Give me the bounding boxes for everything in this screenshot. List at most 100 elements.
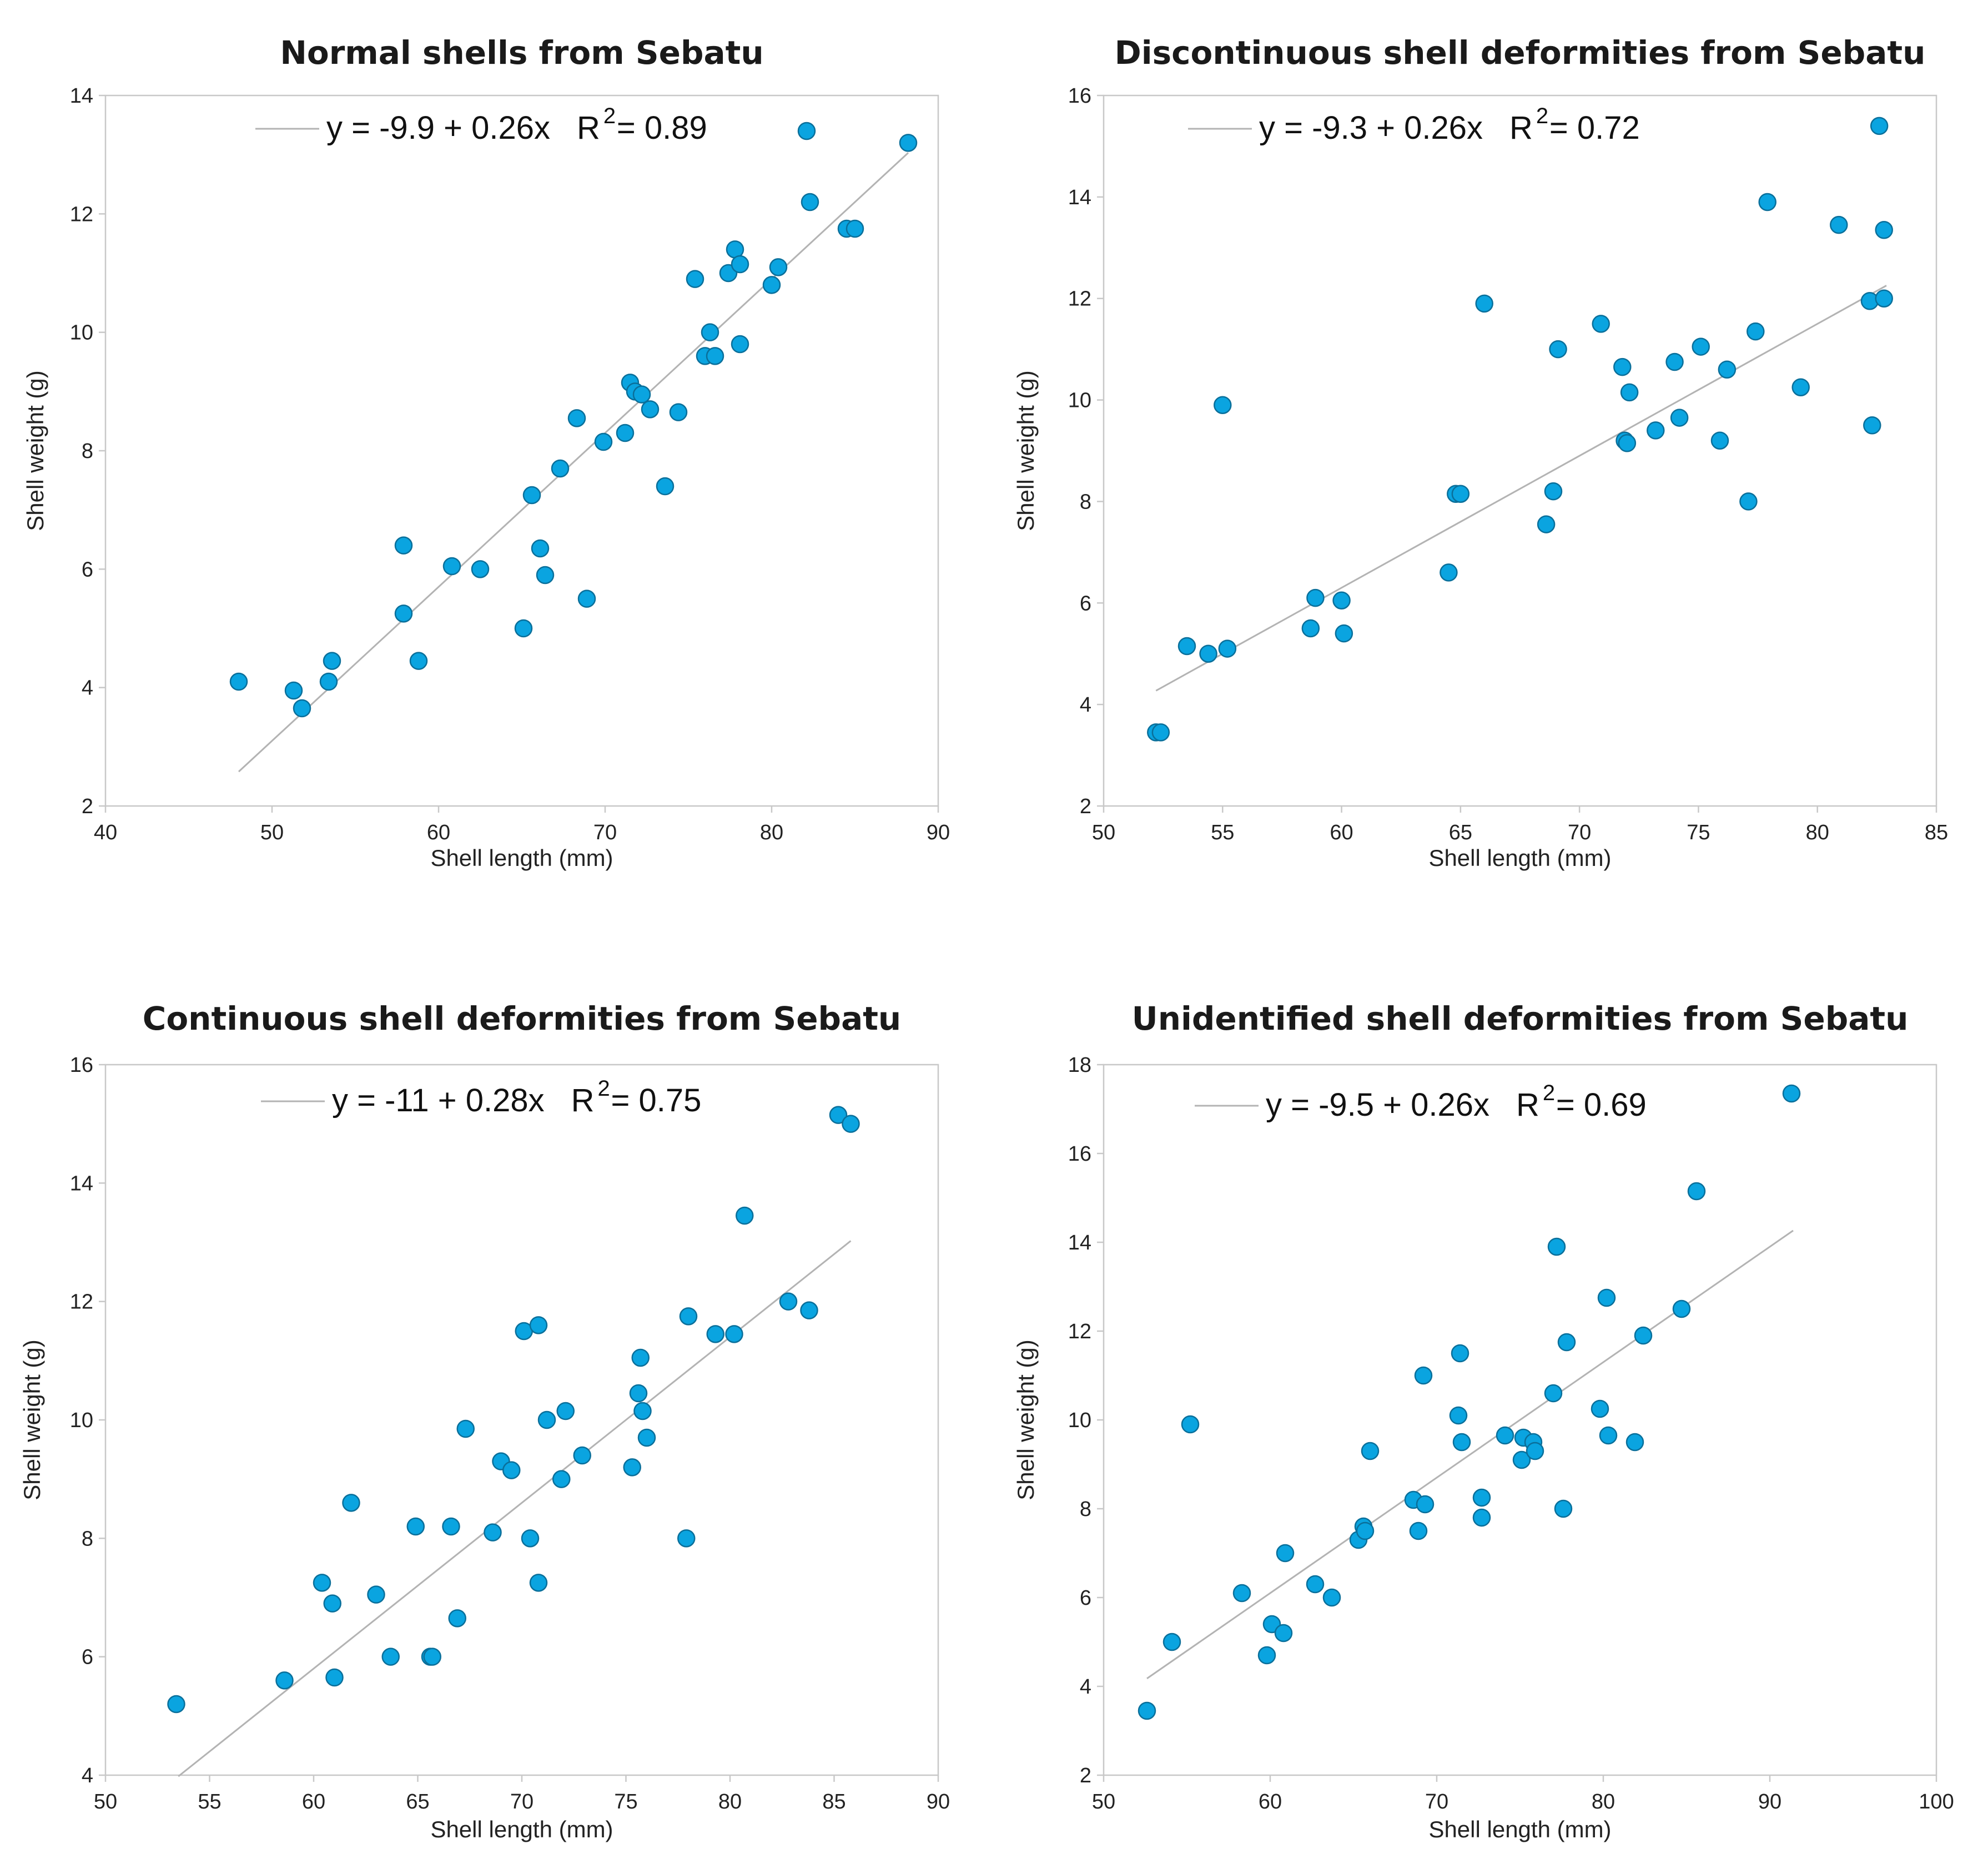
data-point bbox=[1452, 1433, 1471, 1452]
data-point bbox=[293, 699, 311, 718]
x-tick-label: 70 bbox=[1568, 821, 1591, 844]
x-tick-label: 80 bbox=[1806, 821, 1829, 844]
data-point bbox=[1472, 1488, 1491, 1507]
data-point bbox=[1199, 644, 1217, 663]
y-tick-label: 12 bbox=[70, 203, 93, 226]
data-point bbox=[1670, 409, 1689, 427]
data-point bbox=[1451, 1344, 1469, 1363]
data-point bbox=[829, 1106, 848, 1124]
data-point bbox=[536, 566, 555, 585]
data-point bbox=[442, 1517, 460, 1536]
data-point bbox=[1592, 315, 1610, 333]
data-point bbox=[1276, 1544, 1295, 1563]
data-point bbox=[594, 432, 613, 451]
data-point bbox=[1544, 1384, 1563, 1403]
y-tick-label: 14 bbox=[70, 1172, 93, 1195]
legend-equation: y = -9.3 + 0.26x bbox=[1259, 110, 1483, 146]
y-tick-label: 8 bbox=[82, 440, 93, 463]
data-point bbox=[552, 1470, 571, 1488]
data-point bbox=[1718, 360, 1737, 379]
y-tick-label: 12 bbox=[1068, 1320, 1091, 1343]
data-point bbox=[1618, 434, 1637, 452]
legend-r-value: = 0.75 bbox=[611, 1082, 702, 1119]
y-tick-label: 8 bbox=[82, 1527, 93, 1550]
data-point bbox=[1591, 1399, 1609, 1418]
legend-r-label: R bbox=[571, 1082, 595, 1119]
data-point bbox=[1475, 294, 1493, 313]
legend-r-superscript: 2 bbox=[598, 1076, 610, 1101]
data-point bbox=[521, 1529, 540, 1548]
legend-r-label: R bbox=[577, 110, 600, 146]
y-tick-label: 2 bbox=[1080, 1764, 1091, 1787]
x-tick-label: 75 bbox=[1687, 821, 1710, 844]
data-point bbox=[567, 409, 586, 427]
data-point bbox=[725, 1325, 743, 1343]
x-axis-label: Shell length (mm) bbox=[1428, 845, 1611, 871]
data-point bbox=[409, 652, 428, 670]
y-tick-label: 4 bbox=[82, 1764, 93, 1787]
data-point bbox=[1181, 1415, 1200, 1434]
data-point bbox=[1151, 723, 1170, 742]
x-axis-label: Shell length (mm) bbox=[1428, 1816, 1611, 1842]
data-point bbox=[1597, 1288, 1616, 1307]
data-point bbox=[1451, 485, 1470, 503]
data-point bbox=[801, 193, 819, 211]
y-tick-label: 14 bbox=[1068, 186, 1091, 209]
x-tick-label: 85 bbox=[822, 1790, 845, 1813]
x-tick-label: 70 bbox=[1425, 1790, 1448, 1813]
data-point bbox=[323, 652, 341, 670]
data-point bbox=[731, 255, 749, 274]
x-tick-label: 70 bbox=[510, 1790, 534, 1813]
x-tick-label: 50 bbox=[1092, 821, 1115, 844]
x-tick-label: 90 bbox=[927, 821, 950, 844]
data-point bbox=[319, 672, 338, 691]
data-point bbox=[1177, 637, 1196, 656]
data-point bbox=[1301, 619, 1320, 638]
data-point bbox=[631, 1348, 650, 1367]
data-point bbox=[1512, 1450, 1531, 1469]
y-tick-label: 6 bbox=[1080, 1586, 1091, 1610]
y-tick-label: 4 bbox=[1080, 1675, 1091, 1699]
data-point bbox=[762, 276, 781, 294]
legend-r-superscript: 2 bbox=[1536, 104, 1548, 128]
data-point bbox=[275, 1671, 294, 1690]
chart-unidentified-deformities: Unidentified shell deformities from Seba… bbox=[1013, 1000, 1954, 1842]
data-point bbox=[1162, 1633, 1181, 1651]
legend-equation: y = -9.9 + 0.26x bbox=[326, 110, 550, 146]
data-point bbox=[522, 486, 541, 505]
legend-r-superscript: 2 bbox=[1543, 1081, 1555, 1105]
data-point bbox=[1747, 322, 1765, 341]
y-axis-label: Shell weight (g) bbox=[1013, 370, 1039, 531]
y-tick-label: 6 bbox=[82, 558, 93, 581]
x-tick-label: 100 bbox=[1919, 1790, 1954, 1813]
data-point bbox=[1863, 416, 1881, 435]
data-point bbox=[381, 1648, 400, 1666]
data-point bbox=[1692, 337, 1710, 356]
y-tick-label: 4 bbox=[82, 677, 93, 700]
data-point bbox=[406, 1517, 425, 1536]
data-point bbox=[394, 604, 413, 623]
legend-r-value: = 0.89 bbox=[617, 110, 707, 146]
data-point bbox=[1554, 1499, 1573, 1518]
data-point bbox=[537, 1410, 556, 1429]
y-axis-label: Shell weight (g) bbox=[22, 370, 48, 531]
y-tick-label: 16 bbox=[70, 1054, 93, 1077]
y-tick-label: 8 bbox=[1080, 490, 1091, 513]
chart-title: Continuous shell deformities from Sebatu bbox=[143, 1000, 901, 1037]
data-point bbox=[1214, 396, 1232, 414]
data-point bbox=[616, 424, 635, 442]
data-point bbox=[1739, 492, 1758, 511]
data-point bbox=[1449, 1406, 1468, 1425]
data-point bbox=[633, 1402, 652, 1420]
legend-equation: y = -11 + 0.28x bbox=[332, 1082, 545, 1119]
chart-title: Discontinuous shell deformities from Seb… bbox=[1115, 34, 1926, 72]
data-point bbox=[1218, 639, 1237, 658]
data-point bbox=[1791, 378, 1810, 396]
data-point bbox=[1335, 624, 1353, 643]
data-point bbox=[229, 672, 248, 691]
x-tick-label: 55 bbox=[1211, 821, 1234, 844]
data-point bbox=[1537, 515, 1556, 533]
data-point bbox=[1620, 383, 1639, 402]
data-point bbox=[1625, 1433, 1644, 1452]
